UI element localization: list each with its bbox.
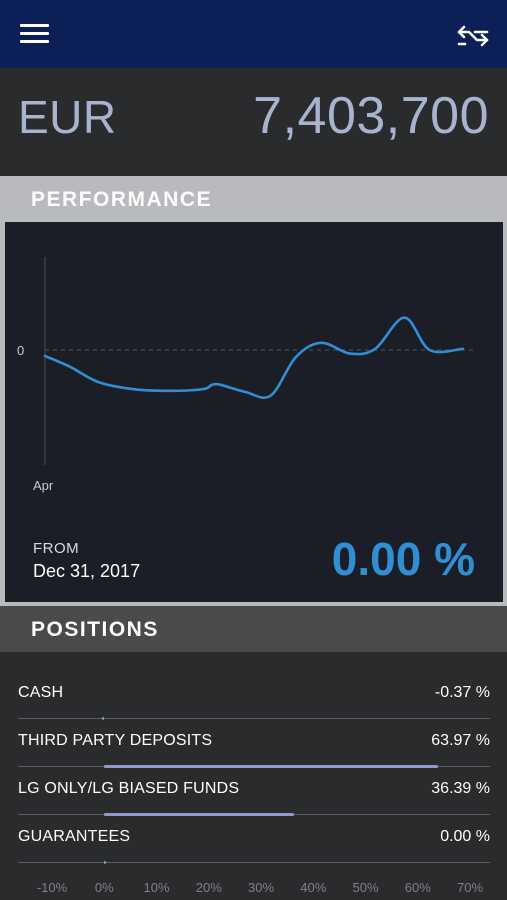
from-date[interactable]: Dec 31, 2017 [33,561,141,581]
position-value: 63.97 % [431,732,490,749]
position-value: 0.00 % [440,828,490,845]
position-row-guarantees[interactable]: GUARANTEES 0.00 % [18,796,490,864]
performance-chart: 0 Apr [17,257,475,493]
axis-tick-label: 30% [247,880,275,895]
axis-tick-label: -10% [36,880,68,895]
row-divider [18,718,490,719]
position-name: THIRD PARTY DEPOSITS [18,732,213,749]
chart-x-tick-label: Apr [33,478,54,493]
position-bar [101,717,104,720]
positions-title: POSITIONS [31,618,159,641]
position-name: CASH [18,684,64,701]
from-label: FROM [33,540,80,557]
axis-tick-label: 60% [404,880,431,895]
axis-tick-label: 10% [143,880,170,895]
position-bar [104,765,439,768]
axis-tick-label: 40% [300,880,327,895]
position-name: LG ONLY/LG BIASED FUNDS [18,780,240,797]
position-bar [104,813,295,816]
position-bar [103,861,106,864]
performance-section-header[interactable]: PERFORMANCE [0,176,507,222]
axis-tick-label: 0% [94,880,114,895]
performance-percentage: 0.00 % [331,533,475,585]
position-value: -0.37 % [434,684,490,701]
position-row-cash[interactable]: CASH -0.37 % [18,652,490,720]
axis-tick-label: 50% [352,880,379,895]
position-name: GUARANTEES [18,828,131,845]
top-app-bar [0,0,507,68]
hamburger-menu-icon[interactable] [20,24,49,44]
positions-list: CASH -0.37 % THIRD PARTY DEPOSITS 63.97 … [0,652,507,900]
performance-panel: 0 Apr FROM Dec 31, 2017 0.00 % [0,222,507,606]
balance-amount: 7,403,700 [253,87,489,145]
axis-tick-label: 20% [195,880,222,895]
position-row-third-party-deposits[interactable]: THIRD PARTY DEPOSITS 63.97 % [18,700,490,768]
chart-y-tick-label: 0 [17,343,24,358]
currency-label: EUR [18,91,117,143]
axis-tick-label: 70% [456,880,484,895]
account-balance: EUR 7,403,700 [0,68,507,176]
positions-axis: -10% 0% 10% 20% 30% 40% 50% 60% 70% [0,872,507,900]
performance-title: PERFORMANCE [31,188,213,211]
performance-chart-area[interactable]: 0 Apr FROM Dec 31, 2017 0.00 % [5,222,503,602]
swap-arrows-icon[interactable] [455,22,491,50]
position-value: 36.39 % [431,780,490,797]
position-row-lg-funds[interactable]: LG ONLY/LG BIASED FUNDS 36.39 % [18,748,490,816]
row-divider [18,862,490,863]
chart-series-line [43,316,465,400]
positions-section-header[interactable]: POSITIONS [0,606,507,652]
